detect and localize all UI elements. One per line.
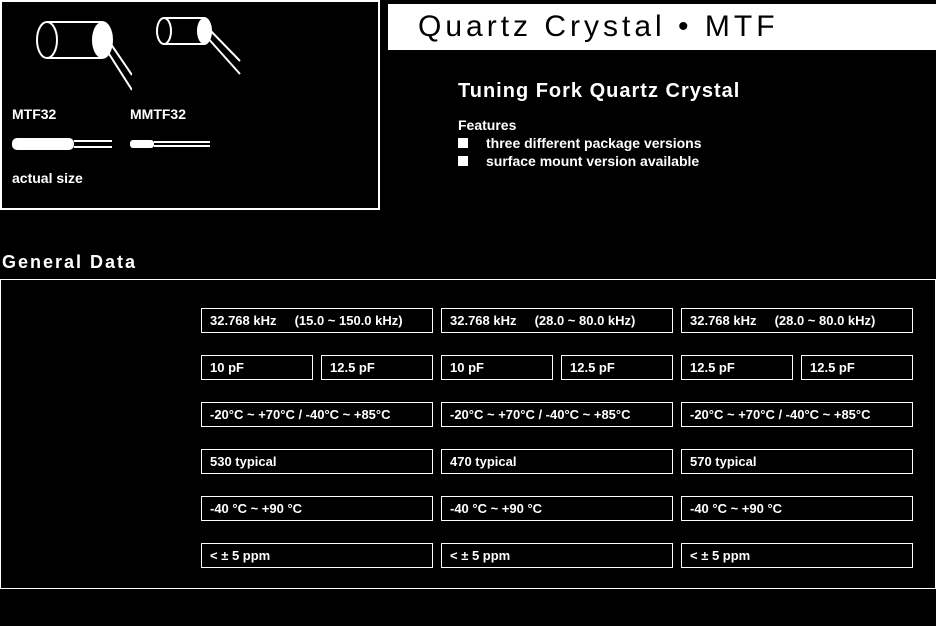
header-right: Quartz Crystal • MTF Tuning Fork Quartz …: [388, 0, 936, 210]
cell: 12.5 pF: [561, 355, 673, 380]
cell: 570 typical: [681, 449, 913, 474]
cell: 10 pF: [201, 355, 313, 380]
cell: -40 °C ~ +90 °C: [681, 496, 913, 521]
cell: 32.768 kHz (15.0 ~ 150.0 kHz): [201, 308, 433, 333]
bullet-icon: [458, 156, 468, 166]
crystal-large-icon: [32, 20, 132, 100]
label-mmtf32: MMTF32: [130, 106, 186, 122]
table-row: 32.768 kHz (15.0 ~ 150.0 kHz) 32.768 kHz…: [201, 308, 935, 333]
product-image-box: MTF32 MMTF32 actual size: [0, 0, 380, 210]
table-row: < ± 5 ppm < ± 5 ppm < ± 5 ppm: [201, 543, 935, 568]
subtitle: Tuning Fork Quartz Crystal: [458, 80, 936, 103]
cell: < ± 5 ppm: [681, 543, 913, 568]
feature-text: three different package versions: [486, 135, 702, 151]
top-row: MTF32 MMTF32 actual size Quartz Crystal …: [0, 0, 936, 210]
cell: -20°C ~ +70°C / -40°C ~ +85°C: [681, 402, 913, 427]
actual-size-label: actual size: [12, 170, 83, 186]
table-row: 10 pF 12.5 pF 10 pF 12.5 pF 12.5 pF 12.5…: [201, 355, 935, 380]
cell-text: 32.768 kHz: [450, 313, 517, 328]
cell: < ± 5 ppm: [441, 543, 673, 568]
cell: 12.5 pF: [321, 355, 433, 380]
cell-text: (15.0 ~ 150.0 kHz): [295, 313, 403, 328]
cell-text: (28.0 ~ 80.0 kHz): [775, 313, 876, 328]
feature-text: surface mount version available: [486, 153, 699, 169]
crystal-small-icon: [152, 16, 242, 86]
cell-text: 32.768 kHz: [210, 313, 277, 328]
cell: 12.5 pF: [801, 355, 913, 380]
feature-line-1: three different package versions: [458, 135, 936, 151]
table-row: -40 °C ~ +90 °C -40 °C ~ +90 °C -40 °C ~…: [201, 496, 935, 521]
cell: < ± 5 ppm: [201, 543, 433, 568]
feature-line-2: surface mount version available: [458, 153, 936, 169]
cell: 12.5 pF: [681, 355, 793, 380]
features-heading: Features: [458, 117, 936, 133]
title-bar: Quartz Crystal • MTF: [388, 4, 936, 50]
cell: -20°C ~ +70°C / -40°C ~ +85°C: [441, 402, 673, 427]
cell-text: (28.0 ~ 80.0 kHz): [535, 313, 636, 328]
table-row: 530 typical 470 typical 570 typical: [201, 449, 935, 474]
cell-text: 32.768 kHz: [690, 313, 757, 328]
bullet-icon: [458, 138, 468, 148]
label-mtf32: MTF32: [12, 106, 56, 122]
cell: -40 °C ~ +90 °C: [201, 496, 433, 521]
bar-small-icon: [130, 138, 210, 150]
cell: -40 °C ~ +90 °C: [441, 496, 673, 521]
cell: 470 typical: [441, 449, 673, 474]
section-heading: General Data: [2, 252, 936, 273]
cell: 32.768 kHz (28.0 ~ 80.0 kHz): [441, 308, 673, 333]
cell: 32.768 kHz (28.0 ~ 80.0 kHz): [681, 308, 913, 333]
cell: -20°C ~ +70°C / -40°C ~ +85°C: [201, 402, 433, 427]
bar-large-icon: [12, 136, 112, 152]
cell: 10 pF: [441, 355, 553, 380]
data-table: 32.768 kHz (15.0 ~ 150.0 kHz) 32.768 kHz…: [0, 279, 936, 589]
cell: 530 typical: [201, 449, 433, 474]
table-row: -20°C ~ +70°C / -40°C ~ +85°C -20°C ~ +7…: [201, 402, 935, 427]
